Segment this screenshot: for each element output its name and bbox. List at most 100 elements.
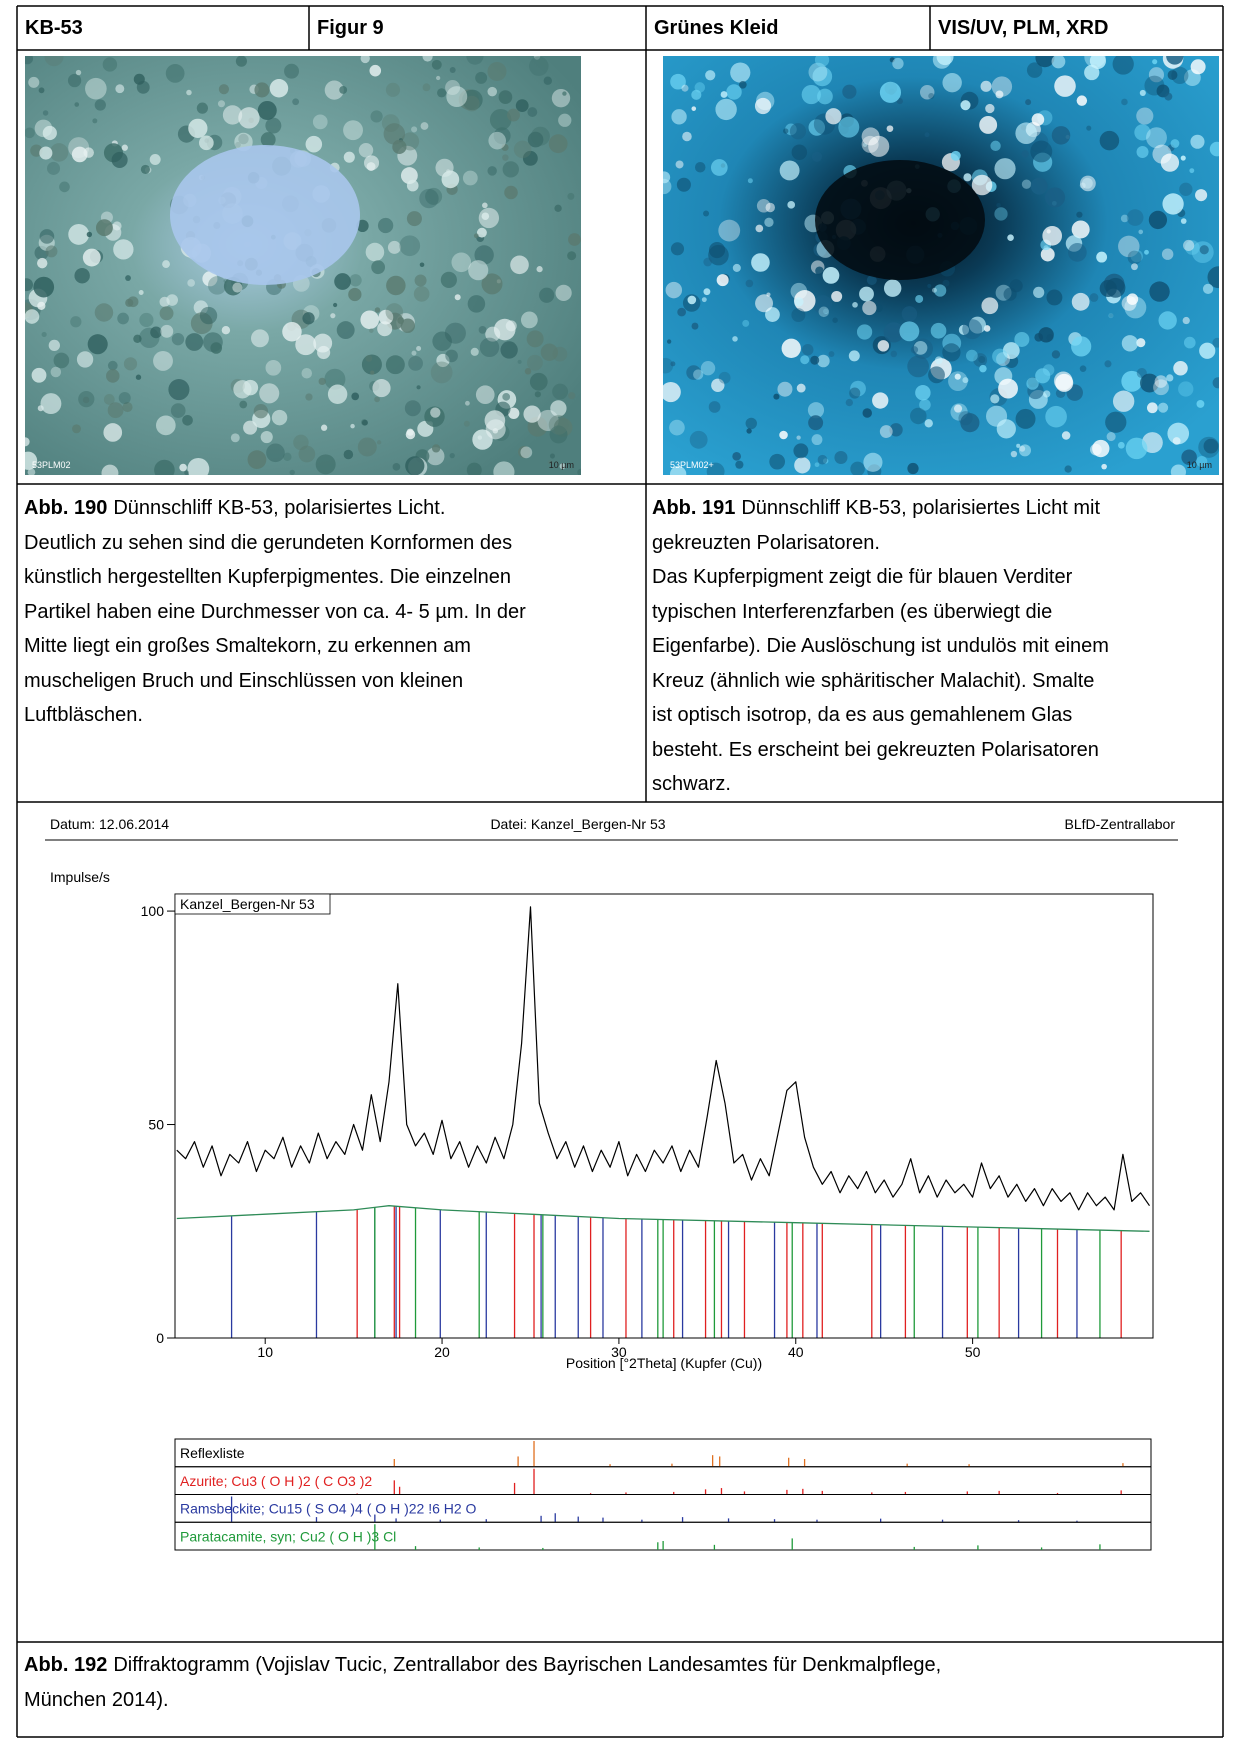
- texture: [356, 219, 369, 233]
- texture: [1182, 316, 1190, 325]
- texture: [377, 217, 394, 234]
- texture: [948, 371, 968, 392]
- texture: [1212, 337, 1219, 348]
- texture: [523, 405, 541, 423]
- caption-text: Dünnschliff KB-53, polarisiertes Licht m…: [741, 497, 1101, 519]
- texture: [1180, 218, 1187, 224]
- texture: [910, 407, 927, 425]
- texture: [919, 85, 935, 100]
- texture: [166, 294, 178, 306]
- texture: [1148, 210, 1168, 230]
- texture: [41, 331, 47, 338]
- texture: [665, 281, 683, 299]
- texture: [524, 368, 532, 375]
- texture: [527, 354, 543, 371]
- texture: [445, 349, 458, 363]
- texture: [365, 242, 385, 262]
- chart-header: Datum: 12.06.2014: [50, 816, 169, 832]
- texture: [979, 115, 998, 134]
- texture: [883, 322, 904, 343]
- texture: [420, 122, 429, 130]
- texture: [254, 82, 270, 98]
- texture: [404, 400, 421, 417]
- chart-header: Datei: Kanzel_Bergen-Nr 53: [490, 816, 665, 832]
- texture: [1180, 155, 1186, 161]
- texture: [1026, 377, 1039, 390]
- texture: [416, 385, 421, 390]
- texture: [27, 468, 36, 475]
- texture: [1045, 405, 1067, 428]
- caption-line: besteht. Es erscheint bei gekreuzten Pol…: [652, 733, 1109, 768]
- texture: [125, 275, 131, 281]
- texture: [823, 308, 829, 315]
- texture: [862, 300, 877, 316]
- texture: [991, 76, 1013, 97]
- x-tick-label: 10: [257, 1344, 273, 1360]
- texture: [550, 400, 567, 417]
- plot-frame: [174, 893, 1154, 1339]
- texture: [184, 470, 189, 475]
- texture: [980, 80, 992, 92]
- texture: [25, 127, 35, 139]
- texture: [990, 394, 1000, 404]
- texture: [960, 100, 971, 111]
- texture: [1139, 89, 1146, 96]
- header-cell: VIS/UV, PLM, XRD: [938, 17, 1109, 39]
- caption-line: typischen Interferenzfarben (es überwieg…: [652, 595, 1109, 630]
- caption-line: künstlich hergestellten Kupferpigmentes.…: [24, 560, 526, 595]
- texture: [934, 356, 943, 365]
- texture: [1076, 211, 1083, 218]
- texture: [669, 419, 685, 436]
- texture: [735, 460, 744, 469]
- texture: [478, 207, 500, 229]
- texture: [529, 372, 548, 391]
- caption-text: Partikel haben eine Durchmesser von ca. …: [24, 600, 526, 623]
- texture: [527, 131, 544, 148]
- texture: [1164, 92, 1173, 101]
- texture: [1101, 463, 1107, 470]
- texture: [1127, 250, 1142, 265]
- texture: [1170, 464, 1187, 475]
- texture: [53, 352, 70, 369]
- texture: [703, 257, 713, 267]
- texture: [755, 224, 764, 233]
- texture: [675, 160, 684, 169]
- caption-text: Diffraktogramm (Vojislav Tucic, Zentrall…: [113, 1654, 942, 1676]
- texture: [1167, 422, 1190, 445]
- texture: [814, 56, 830, 68]
- texture: [351, 392, 360, 401]
- texture: [397, 317, 405, 324]
- texture: [366, 162, 376, 171]
- texture: [554, 204, 562, 212]
- texture: [558, 113, 572, 127]
- caption-text: typischen Interferenzfarben (es überwieg…: [652, 600, 1053, 623]
- texture: [1181, 449, 1197, 466]
- caption: Abb. 191 Dünnschliff KB-53, polarisiertes…: [652, 491, 1109, 802]
- texture: [502, 154, 509, 161]
- texture: [45, 245, 58, 258]
- texture: [42, 125, 57, 141]
- texture: [430, 361, 453, 384]
- texture: [779, 430, 788, 440]
- caption-line: München 2014).: [24, 1683, 941, 1718]
- texture: [879, 81, 902, 103]
- texture: [315, 454, 336, 475]
- texture: [1021, 150, 1029, 158]
- texture: [1035, 56, 1055, 68]
- texture: [481, 212, 490, 221]
- texture: [1071, 292, 1090, 311]
- texture: [370, 110, 383, 123]
- texture: [960, 413, 980, 433]
- texture: [691, 106, 697, 111]
- texture: [449, 452, 455, 459]
- texture: [374, 307, 381, 313]
- texture: [1034, 333, 1044, 342]
- texture: [530, 126, 550, 146]
- texture: [1109, 313, 1114, 318]
- texture: [436, 75, 441, 81]
- caption-line: muscheligen Bruch und Einschlüssen von k…: [24, 664, 526, 699]
- texture: [370, 370, 375, 375]
- texture: [1125, 437, 1148, 460]
- texture: [72, 424, 81, 434]
- texture: [1089, 443, 1102, 456]
